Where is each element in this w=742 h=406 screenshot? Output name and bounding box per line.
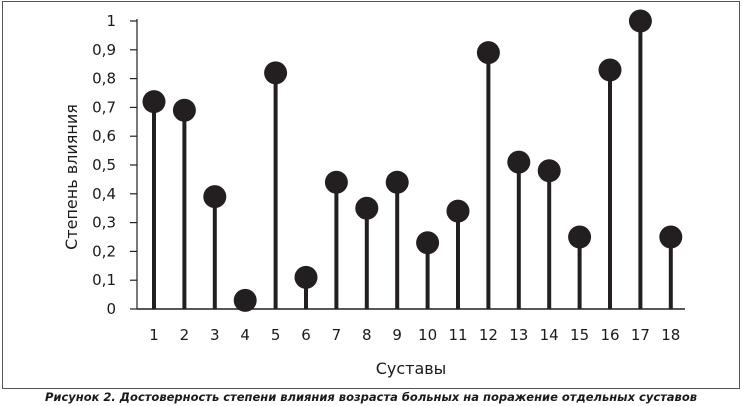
y-tick-label: 0,9	[92, 41, 116, 59]
x-tick-label: 10	[418, 326, 437, 344]
x-tick-label: 17	[631, 326, 650, 344]
data-marks	[142, 9, 683, 312]
lollipop-marker	[476, 41, 500, 65]
x-tick-label: 6	[301, 326, 311, 344]
lollipop-marker	[172, 98, 196, 122]
x-tick-label: 12	[479, 326, 498, 344]
x-tick-label: 5	[271, 326, 281, 344]
y-tick-label: 0,6	[92, 127, 116, 145]
lollipop-marker	[294, 265, 318, 289]
x-tick-label: 8	[362, 326, 372, 344]
lollipop-marker	[507, 150, 531, 174]
x-axis: 1 2 3 4 5 6 7 8 9 10 11 12 13 14 15 16 17 18	[137, 308, 685, 344]
lollipop-marker	[142, 90, 166, 114]
x-tick-label: 1	[149, 326, 159, 344]
figure-caption: Рисунок 2. Достоверность степени влияния…	[44, 390, 698, 404]
lollipop-marker	[659, 225, 683, 249]
lollipop-marker	[537, 159, 561, 183]
x-tick-label: 16	[600, 326, 619, 344]
lollipop-marker	[264, 61, 288, 85]
y-tick-label: 0,2	[92, 242, 116, 260]
x-tick-label: 9	[392, 326, 402, 344]
y-tick-label: 0,8	[92, 70, 116, 88]
x-tick-label: 11	[448, 326, 467, 344]
y-tick-label: 0,3	[92, 214, 116, 232]
lollipop-marker	[233, 288, 257, 312]
lollipop-marker	[628, 9, 652, 33]
y-axis: 0 0,1 0,2 0,3 0,4 0,5 0,6 0,7 0,8 0,9 1	[92, 12, 138, 318]
lollipop-marker	[446, 199, 470, 223]
x-tick-label: 13	[509, 326, 528, 344]
y-tick-label: 1	[106, 12, 116, 30]
x-tick-label: 15	[570, 326, 589, 344]
y-tick-label: 0,1	[92, 271, 116, 289]
x-axis-title: Суставы	[376, 359, 447, 378]
lollipop-marker	[568, 225, 592, 249]
lollipop-marker	[203, 185, 227, 209]
x-tick-label: 18	[661, 326, 680, 344]
y-tick-label: 0,7	[92, 98, 116, 116]
lollipop-marker	[598, 58, 622, 82]
x-tick-label: 7	[332, 326, 342, 344]
x-tick-label: 3	[210, 326, 220, 344]
lollipop-marker	[355, 196, 379, 220]
x-tick-label: 14	[540, 326, 559, 344]
y-tick-label: 0,4	[92, 185, 116, 203]
y-tick-label: 0	[106, 300, 116, 318]
y-axis-title: Степень влияния	[62, 104, 81, 250]
x-tick-label: 4	[240, 326, 250, 344]
lollipop-marker	[385, 170, 409, 194]
y-tick-label: 0,5	[92, 156, 116, 174]
x-tick-label: 2	[180, 326, 190, 344]
lollipop-marker	[324, 170, 348, 194]
lollipop-marker	[416, 231, 440, 255]
